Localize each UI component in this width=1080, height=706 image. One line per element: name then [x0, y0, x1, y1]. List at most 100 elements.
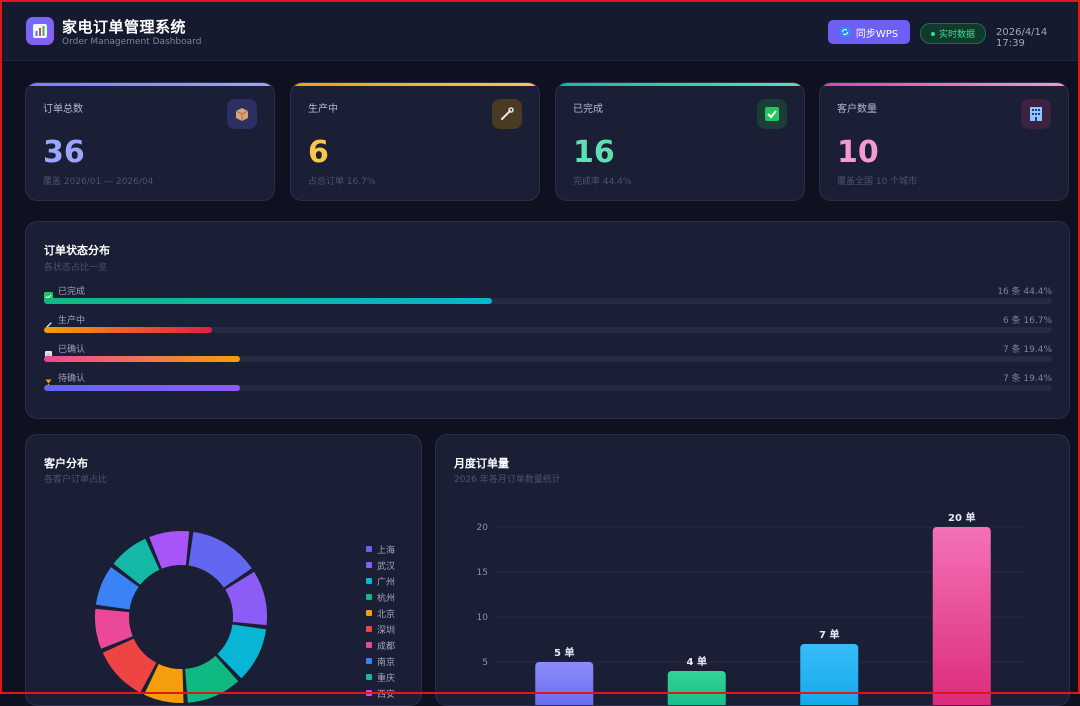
legend-swatch: [366, 642, 372, 648]
customer-donut-chart: [95, 531, 267, 703]
status-stat: 7 条 19.4%: [1002, 374, 1052, 384]
donut-slice-4[interactable]: [185, 655, 239, 703]
legend-label: 武汉: [377, 561, 396, 572]
donut-slice-7[interactable]: [95, 608, 133, 649]
app-subtitle: Order Management Dashboard: [62, 37, 202, 47]
status-row-completed: 已完成 16 条 44.4%: [44, 286, 1052, 308]
panel-subtitle: 各客户订单占比: [44, 475, 108, 485]
sync-icon: [839, 27, 850, 37]
live-dot-icon: [930, 31, 935, 36]
legend-item[interactable]: 北京: [366, 605, 395, 621]
status-label: 已完成: [58, 287, 86, 297]
donut-slice-2[interactable]: [225, 571, 267, 626]
panel-subtitle: 各状态占比一览: [44, 263, 108, 273]
building-icon: [1021, 99, 1051, 129]
progress-fill: [44, 385, 240, 391]
card-subtext: 占总订单 16.7%: [308, 177, 376, 187]
status-row-confirmed: 已确认 7 条 19.4%: [44, 344, 1052, 366]
status-label: 已确认: [58, 345, 86, 355]
card-accent-bar: [26, 83, 274, 86]
bar-data-label: 20 单: [948, 511, 975, 524]
donut-slice-1[interactable]: [188, 531, 252, 588]
package-icon: [227, 99, 257, 129]
progress-track: [44, 298, 1052, 304]
legend-label: 上海: [377, 545, 396, 556]
card-subtext: 覆盖全国 10 个城市: [837, 177, 918, 187]
legend-label: 重庆: [377, 673, 396, 684]
legend-item[interactable]: 上海: [366, 541, 395, 557]
legend-label: 南京: [377, 657, 396, 668]
monthly-orders-panel: 月度订单量 2026 年各月订单数量统计 5 10 15 20 5 单 4 单 7 单 20 …: [435, 434, 1070, 706]
sync-wps-button[interactable]: 同步WPS: [828, 20, 910, 44]
monthly-bar-chart: 5 10 15 20 5 单 4 单 7 单 20 单: [477, 511, 1026, 705]
progress-track: [44, 385, 1052, 391]
card-value: 6: [308, 135, 329, 170]
donut-slice-8[interactable]: [95, 567, 139, 610]
check-icon: [757, 99, 787, 129]
card-accent-bar: [556, 83, 804, 86]
legend-swatch: [366, 610, 372, 616]
donut-slice-6[interactable]: [102, 638, 157, 693]
card-label: 生产中: [308, 104, 338, 115]
card-accent-bar: [291, 83, 539, 86]
legend-swatch: [366, 594, 372, 600]
legend-swatch: [366, 578, 372, 584]
legend-item[interactable]: 成都: [366, 637, 395, 653]
wrench-icon: [44, 315, 53, 330]
legend-label: 杭州: [377, 593, 396, 604]
legend-swatch: [366, 674, 372, 680]
card-subtext: 完成率 44.4%: [573, 177, 632, 187]
card-value: 10: [837, 135, 879, 170]
hourglass-icon: [44, 373, 53, 388]
legend-swatch: [366, 562, 372, 568]
panel-title: 订单状态分布: [44, 244, 110, 257]
customer-legend: 上海武汉广州杭州北京深圳成都南京重庆 西安: [366, 541, 395, 701]
legend-item[interactable]: 广州: [366, 573, 395, 589]
bar-1[interactable]: [535, 662, 594, 705]
status-stat: 16 条 44.4%: [997, 287, 1052, 297]
card-value: 16: [573, 135, 615, 170]
donut-slice-3[interactable]: [217, 624, 267, 679]
bar-data-label: 7 单: [819, 628, 839, 641]
panel-subtitle: 2026 年各月订单数量统计: [454, 475, 561, 485]
stat-card-total-orders: 订单总数 36 覆盖 2026/01 — 2026/04: [25, 82, 275, 201]
donut-slice-10[interactable]: [149, 531, 190, 569]
y-tick-label: 5: [482, 658, 488, 668]
status-label: 生产中: [58, 316, 86, 326]
legend-item[interactable]: 武汉: [366, 557, 395, 573]
legend-item[interactable]: 西安: [366, 685, 395, 701]
bar-2[interactable]: [667, 671, 726, 705]
wrench-icon: [492, 99, 522, 129]
legend-item[interactable]: 杭州: [366, 589, 395, 605]
legend-label: 深圳: [377, 625, 396, 636]
timestamp: 2026/4/14 17:39: [996, 27, 1048, 49]
card-label: 已完成: [573, 104, 603, 115]
stat-card-customers: 客户数量 10 覆盖全国 10 个城市: [819, 82, 1069, 201]
bar-data-label: 4 单: [687, 655, 707, 668]
legend-label: 成都: [377, 641, 396, 652]
y-tick-label: 10: [477, 613, 489, 623]
progress-track: [44, 327, 1052, 333]
progress-fill: [44, 356, 240, 362]
y-tick-label: 20: [477, 523, 489, 533]
legend-swatch: [366, 546, 372, 552]
status-label: 待确认: [58, 374, 86, 384]
legend-swatch: [366, 626, 372, 632]
legend-item[interactable]: 深圳: [366, 621, 395, 637]
bar-4[interactable]: [932, 527, 991, 705]
card-label: 客户数量: [837, 104, 877, 115]
legend-item[interactable]: 重庆: [366, 669, 395, 685]
card-label: 订单总数: [43, 104, 83, 115]
legend-label: 北京: [377, 609, 396, 620]
customer-distribution-panel: 客户分布 各客户订单占比 上海武汉广州杭州北京深圳成都南京重庆 西安: [25, 434, 422, 706]
panel-title: 客户分布: [44, 457, 88, 470]
app-title: 家电订单管理系统: [62, 18, 187, 36]
legend-item[interactable]: 南京: [366, 653, 395, 669]
legend-label: 广州: [377, 577, 396, 588]
card-value: 36: [43, 135, 85, 170]
bar-3[interactable]: [800, 644, 859, 705]
order-status-panel: 订单状态分布 各状态占比一览 已完成 16 条 44.4% 生产中 6 条 16…: [25, 221, 1070, 419]
donut-slice-9[interactable]: [113, 538, 160, 585]
progress-fill: [44, 327, 213, 333]
y-tick-label: 15: [477, 568, 488, 578]
